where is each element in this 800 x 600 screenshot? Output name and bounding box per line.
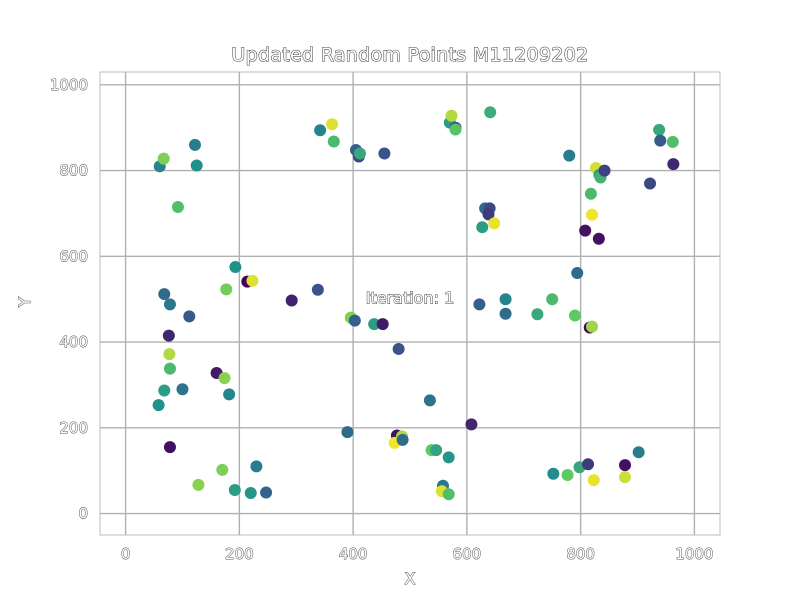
data-point [378,147,391,160]
data-point [547,467,560,480]
y-tick-label: 800 [59,162,88,180]
data-point [192,478,205,491]
data-point [579,224,592,237]
data-point [285,294,298,307]
data-point [229,261,242,274]
data-point [157,152,170,165]
data-point [220,283,233,296]
y-tick-label: 600 [59,247,88,265]
data-point [353,147,366,160]
x-tick-label: 800 [566,545,595,563]
iteration-annotation: Iteration: 1 [366,289,455,308]
data-point [619,459,632,472]
data-point [598,164,611,177]
data-point [163,441,176,454]
x-tick-label: 600 [453,545,482,563]
data-point [561,468,574,481]
data-point [499,307,512,320]
data-point [228,483,241,496]
data-point [396,433,409,446]
data-point [484,106,497,119]
data-point [654,134,667,147]
data-point [488,217,501,230]
data-point [376,318,389,331]
data-point [586,320,599,333]
x-axis-label: X [405,569,416,588]
data-point [442,451,455,464]
data-point [260,486,273,499]
data-point [449,123,462,136]
data-point [392,342,405,355]
plot-frame [99,71,721,536]
data-point [653,123,666,136]
data-point [482,208,495,221]
data-point [163,348,176,361]
data-point [171,201,184,214]
x-tick-label: 1000 [675,545,713,563]
data-point [584,187,597,200]
data-point [442,488,455,501]
data-point [571,267,584,280]
data-points [152,106,680,501]
data-point [586,208,599,221]
data-point [152,399,165,412]
data-point [163,362,176,375]
data-point [327,135,340,148]
data-point [445,109,458,122]
data-point [158,288,171,301]
data-point [348,314,361,327]
x-tick-label: 0 [121,545,131,563]
data-point [244,486,257,499]
data-point [218,372,231,385]
tick-labels: 0 200 400 600 800 1000 0 200 400 600 800 1000 [49,75,714,563]
data-point [632,446,645,459]
data-point [568,309,581,322]
data-point [582,458,595,471]
data-point [183,310,196,323]
data-point [223,388,236,401]
data-point [188,138,201,151]
data-point [587,474,600,487]
data-point [163,298,176,311]
data-point [311,283,324,296]
y-tick-label: 400 [59,333,88,351]
y-tick-label: 1000 [50,76,88,94]
data-point [592,232,605,245]
y-axis-label: Y [15,297,34,308]
data-point [368,318,381,331]
data-point [250,460,263,473]
data-point [430,444,443,457]
data-point [326,118,339,131]
data-point [563,149,576,162]
data-point [644,177,657,190]
data-point [176,383,189,396]
data-point [473,298,486,311]
y-tick-label: 0 [78,505,88,523]
data-point [499,293,512,306]
data-point [162,329,175,342]
data-point [546,293,559,306]
y-tick-label: 200 [59,419,88,437]
data-point [190,159,203,172]
data-point [216,463,229,476]
data-point [341,426,354,439]
data-point [476,221,489,234]
data-point [619,471,632,484]
chart-title: Updated Random Points M11209202 [231,44,588,66]
data-point [465,418,478,431]
data-point [531,308,544,321]
data-point [246,274,259,287]
data-point [314,124,327,137]
x-tick-label: 200 [225,545,254,563]
data-point [423,394,436,407]
x-tick-label: 400 [339,545,368,563]
data-point [666,135,679,148]
data-point [667,158,680,171]
data-point [158,384,171,397]
